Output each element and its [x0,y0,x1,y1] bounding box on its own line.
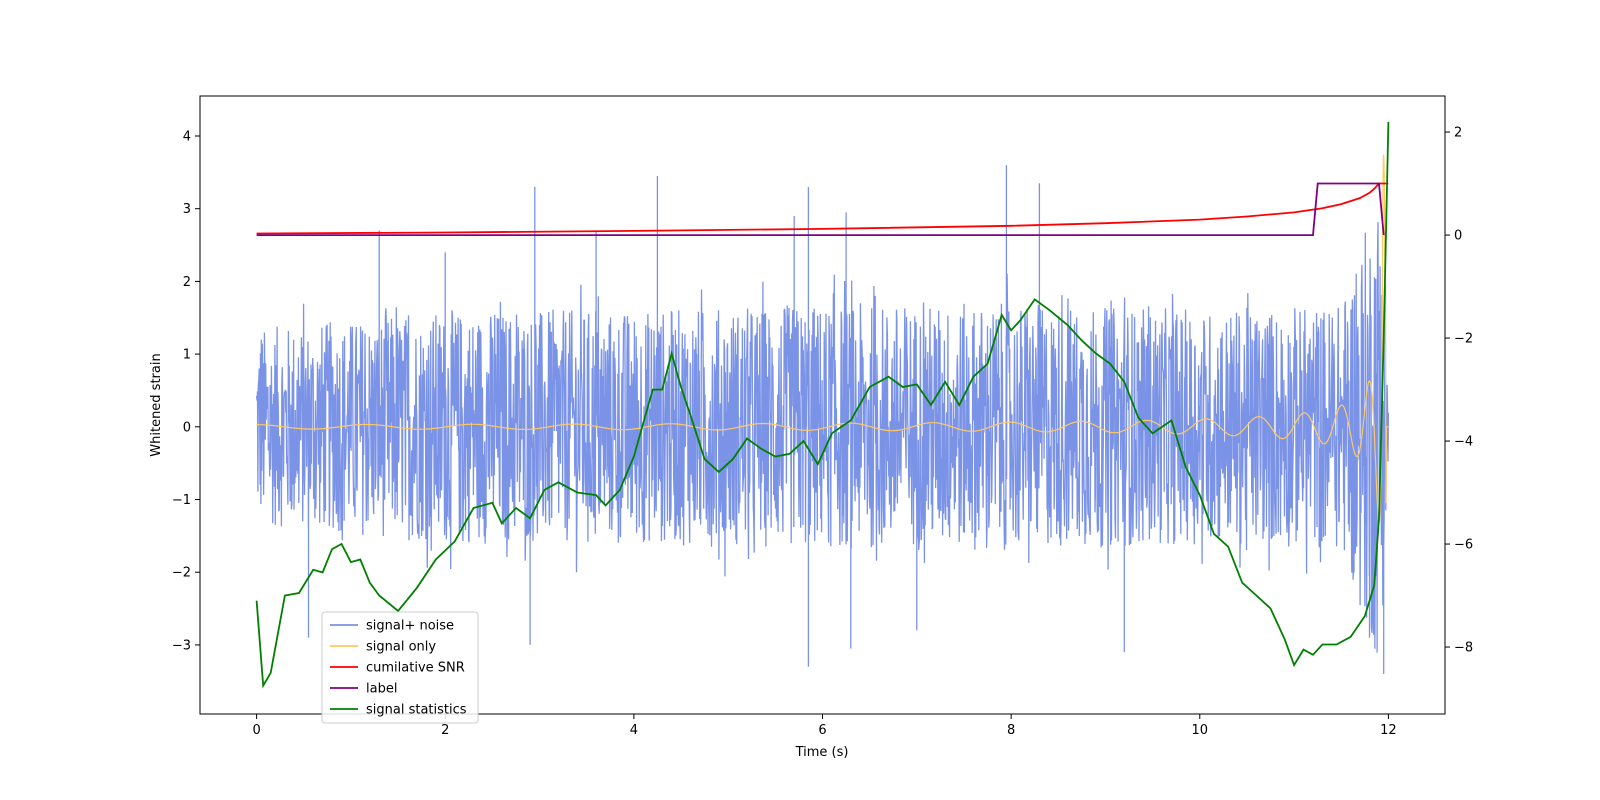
series-cumulative-snr [256,182,1389,235]
y-left-tick-label: −2 [172,566,191,581]
y-left-tick-label: −1 [172,493,191,508]
y-right-tick-label: −4 [1454,435,1473,450]
y-left-tick-label: 3 [183,202,191,217]
y-left-tick-label: 0 [183,420,191,435]
y-left-tick-label: 4 [183,129,191,144]
y-right-tick-label: −2 [1454,332,1473,347]
legend-box [321,611,479,724]
series-layer [255,121,1390,689]
legend-label: label [366,682,397,697]
y-right-tick-label: −8 [1454,641,1473,656]
legend-label: signal+ noise [366,619,454,634]
series-signal-only [256,154,1389,525]
series-signal-noise [255,165,1390,674]
y-axis-right: −8 −6 −4 −2 0 2 [1445,126,1473,656]
y-axis-label-left: Whitened strain [149,353,164,456]
y-left-tick-label: −3 [172,638,191,653]
x-tick-label: 10 [1191,723,1208,738]
x-tick-label: 4 [630,723,638,738]
y-right-tick-label: −6 [1454,538,1473,553]
y-left-tick-label: 2 [183,275,191,290]
y-right-tick-label: 0 [1454,229,1462,244]
y-right-tick-label: 2 [1454,126,1462,141]
x-tick-label: 2 [441,723,449,738]
x-tick-label: 6 [818,723,826,738]
legend: signal+ noise signal only cumilative SNR la… [321,611,479,724]
x-axis-label: Time (s) [795,745,849,760]
series-signal-statistics [255,121,1390,689]
series-label [256,182,1385,236]
legend-label: signal only [366,640,436,655]
x-tick-label: 8 [1007,723,1015,738]
legend-label: signal statistics [366,703,467,718]
legend-label: cumilative SNR [366,661,465,676]
x-tick-label: 12 [1380,723,1397,738]
x-tick-label: 0 [252,723,260,738]
y-left-tick-label: 1 [183,348,191,363]
y-axis-left: −3 −2 −1 0 1 2 3 4 [172,129,200,653]
